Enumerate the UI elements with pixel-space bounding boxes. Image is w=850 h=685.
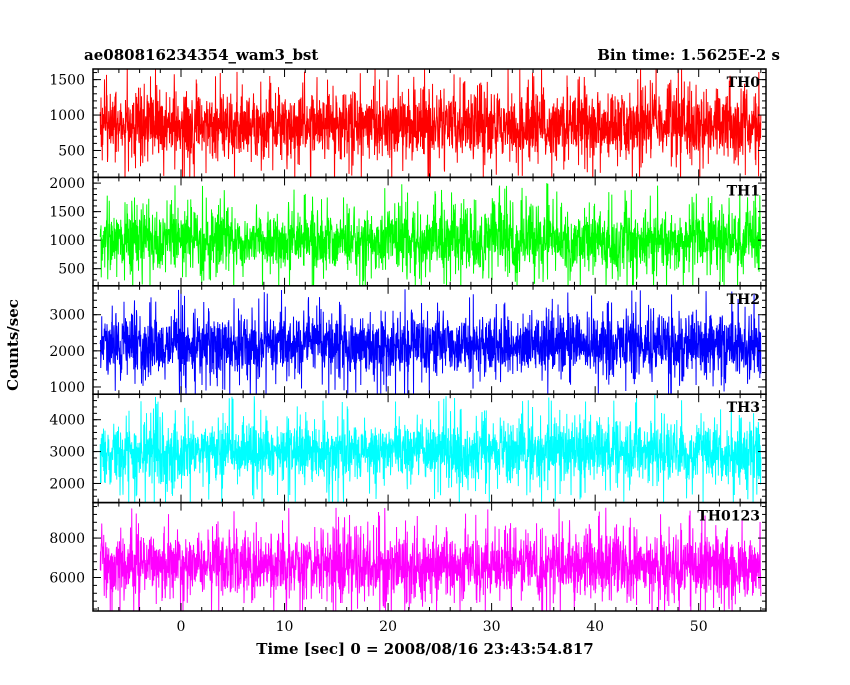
y-tick-label: 500 <box>58 143 85 159</box>
y-tick-label: 2000 <box>49 344 85 360</box>
y-tick-label: 6000 <box>49 570 85 586</box>
y-tick-label: 500 <box>58 262 85 278</box>
panel-name-th2: TH2 <box>727 292 760 308</box>
x-tick-label: 0 <box>177 619 186 635</box>
panel-th3: 2000 3000 4000 TH3 <box>49 393 767 504</box>
panel-name-th0: TH0 <box>727 75 761 91</box>
y-tick-label: 1500 <box>49 205 85 221</box>
panel-th2: 1000 2000 3000 TH2 <box>49 285 767 396</box>
panel-th1: 500 1000 1500 2000 TH1 <box>49 176 767 287</box>
y-tick-label: 1000 <box>49 380 85 396</box>
series-line-th1 <box>99 183 762 286</box>
series-line-th2 <box>99 289 762 395</box>
x-tick-label: 10 <box>276 619 294 635</box>
panel-name-th3: TH3 <box>727 400 760 416</box>
x-axis-ticks: 0 10 20 30 40 50 <box>177 619 708 635</box>
panel-name-th0123: TH0123 <box>697 509 760 525</box>
y-tick-label: 4000 <box>49 413 85 429</box>
x-tick-label: 30 <box>483 619 501 635</box>
series-line-th3 <box>99 394 762 503</box>
y-tick-label: 3000 <box>49 308 85 324</box>
y-tick-label: 2000 <box>49 476 85 492</box>
x-tick-label: 50 <box>690 619 708 635</box>
series-line-th0123 <box>99 507 762 612</box>
x-tick-label: 20 <box>379 619 397 635</box>
y-axis-label: Counts/sec <box>4 299 22 391</box>
y-tick-label: 2000 <box>49 176 85 192</box>
panel-th0: 500 1000 1500 TH0 <box>49 68 767 179</box>
bin-time-label: Bin time: 1.5625E-2 s <box>597 46 780 64</box>
panel-name-th1: TH1 <box>727 183 760 199</box>
series-line-th0 <box>99 69 762 178</box>
y-tick-label: 3000 <box>49 445 85 461</box>
x-axis-label: Time [sec] 0 = 2008/08/16 23:43:54.817 <box>256 640 593 658</box>
y-tick-label: 1000 <box>49 233 85 249</box>
x-tick-label: 40 <box>586 619 604 635</box>
chart-title: ae080816234354_wam3_bst <box>84 46 318 64</box>
y-tick-label: 8000 <box>49 531 85 547</box>
y-tick-label: 1500 <box>49 73 85 89</box>
y-tick-label: 1000 <box>49 108 85 124</box>
panel-th0123: 6000 8000 TH0123 <box>49 501 767 612</box>
